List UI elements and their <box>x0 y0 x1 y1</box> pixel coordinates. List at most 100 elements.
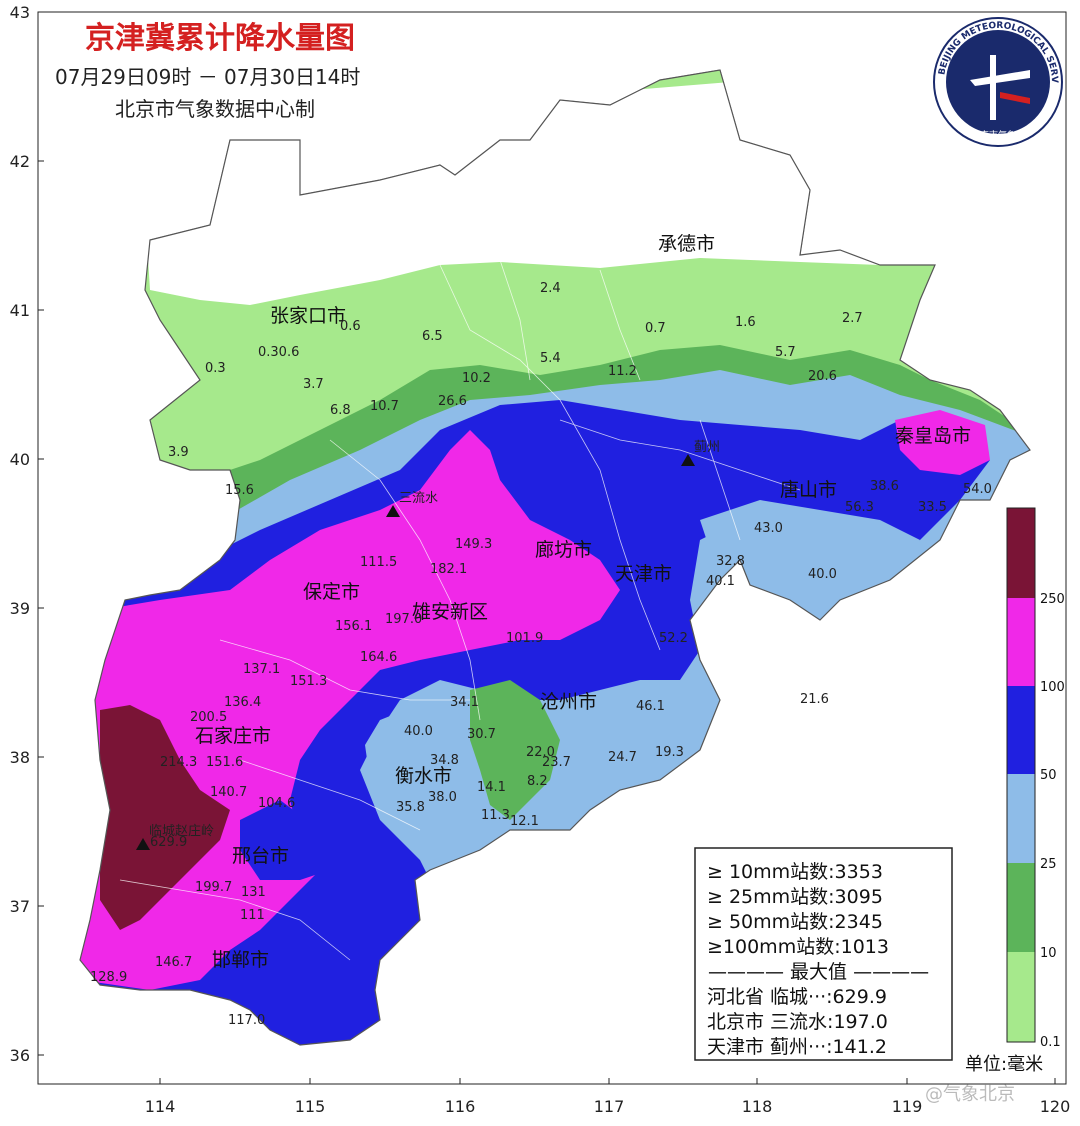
city-label: 廊坊市 <box>535 539 592 561</box>
city-label: 唐山市 <box>780 479 837 501</box>
value-label: 26.6 <box>438 394 467 409</box>
y-tick-label: 43 <box>10 3 30 22</box>
value-label: 131 <box>241 885 266 900</box>
value-label: 35.8 <box>396 800 425 815</box>
colorbar-tick-10: 10 <box>1040 946 1057 961</box>
y-tick-label: 38 <box>10 748 30 767</box>
colorbar-tick-50: 50 <box>1040 768 1057 783</box>
value-label: 8.2 <box>527 774 548 789</box>
station-marker-icon <box>681 454 695 466</box>
y-tick-label: 37 <box>10 897 30 916</box>
value-label: 5.7 <box>775 345 796 360</box>
precip-band-100-ne <box>895 410 990 475</box>
value-label: 15.6 <box>225 483 254 498</box>
value-label: 12.1 <box>510 814 539 829</box>
x-tick-label: 115 <box>295 1097 326 1116</box>
legend-row-100: ≥100mm站数:1013 <box>707 936 889 958</box>
value-label: 0.30.6 <box>258 345 299 360</box>
value-label: 111 <box>240 908 265 923</box>
value-label: 19.3 <box>655 745 684 760</box>
station-marker-icon <box>136 838 150 850</box>
value-label: 2.7 <box>842 311 863 326</box>
value-label: 3.7 <box>303 377 324 392</box>
value-label: 6.8 <box>330 403 351 418</box>
city-label: 沧州市 <box>540 691 597 713</box>
station-label: 蓟州 <box>694 440 720 455</box>
x-axis-ticks: 114 115 116 117 118 119 120 <box>145 1078 1070 1116</box>
colorbar: 250 100 50 25 10 0.1 单位:毫米 <box>965 507 1065 1075</box>
value-label: 1.6 <box>735 315 756 330</box>
value-label: 22.0 <box>526 745 555 760</box>
value-label: 136.4 <box>224 695 261 710</box>
value-label: 23.7 <box>542 755 571 770</box>
value-label: 21.6 <box>800 692 829 707</box>
value-label: 32.8 <box>716 554 745 569</box>
value-label: 24.7 <box>608 750 637 765</box>
value-label: 33.5 <box>918 500 947 515</box>
value-label: 40.0 <box>808 567 837 582</box>
value-label: 111.5 <box>360 555 397 570</box>
colorbar-tick-0: 0.1 <box>1040 1035 1061 1050</box>
station-label: 临城赵庄岭 <box>149 823 214 839</box>
city-label: 承德市 <box>658 233 715 255</box>
value-label: 3.9 <box>168 445 189 460</box>
value-labels: 2.4 0.6 6.5 0.7 1.6 2.7 0.3 0.30.6 3.7 5.4 11.2 5.7… <box>90 281 992 1028</box>
map-subtitle: 07月29日09时 － 07月30日14时 <box>55 65 360 89</box>
city-label: 秦皇岛市 <box>895 425 971 447</box>
legend-max-hebei: 河北省 临城···:629.9 <box>707 986 887 1008</box>
value-label: 164.6 <box>360 650 397 665</box>
value-label: 0.6 <box>340 319 361 334</box>
value-label: 10.2 <box>462 371 491 386</box>
value-label: 6.5 <box>422 329 443 344</box>
value-label: 40.1 <box>706 574 735 589</box>
value-label: 128.9 <box>90 970 127 985</box>
x-tick-label: 117 <box>594 1097 625 1116</box>
value-label: 2.4 <box>540 281 561 296</box>
colorbar-seg-0 <box>1007 952 1035 1042</box>
value-label: 101.9 <box>506 631 543 646</box>
y-axis-ticks: 43 42 41 40 39 38 37 36 <box>10 3 44 1065</box>
colorbar-seg-250 <box>1007 508 1035 598</box>
watermark: @气象北京 <box>925 1084 1015 1105</box>
value-label: 146.7 <box>155 955 192 970</box>
map-title: 京津冀累计降水量图 <box>85 21 355 56</box>
value-label: 156.1 <box>335 619 372 634</box>
stats-legend: ≥ 10mm站数:3353 ≥ 25mm站数:3095 ≥ 50mm站数:234… <box>694 847 953 1061</box>
city-label: 张家口市 <box>270 305 346 327</box>
value-label: 140.7 <box>210 785 247 800</box>
map-maker: 北京市气象数据中心制 <box>115 97 315 121</box>
colorbar-unit: 单位:毫米 <box>965 1054 1043 1075</box>
legend-row-25: ≥ 25mm站数:3095 <box>707 886 883 908</box>
station-label: 三流水 <box>399 491 438 506</box>
value-label: 117.0 <box>228 1013 265 1028</box>
city-label: 衡水市 <box>395 765 452 787</box>
value-label: 34.8 <box>430 753 459 768</box>
value-label: 10.7 <box>370 399 399 414</box>
value-label: 14.1 <box>477 780 506 795</box>
value-label: 30.7 <box>467 727 496 742</box>
value-label: 54.0 <box>963 482 992 497</box>
precip-band-250 <box>100 705 230 930</box>
region-outline <box>79 69 1031 1046</box>
legend-row-10: ≥ 10mm站数:3353 <box>707 861 883 883</box>
colorbar-seg-50 <box>1007 686 1035 774</box>
county-boundaries <box>119 259 801 961</box>
value-label: 199.7 <box>195 880 232 895</box>
legend-max-header: ———— 最大值 ———— <box>708 961 929 983</box>
value-label: 149.3 <box>455 537 492 552</box>
precip-band-100 <box>80 430 620 990</box>
value-label: 104.6 <box>258 796 295 811</box>
colorbar-tick-100: 100 <box>1040 680 1065 695</box>
value-label: 137.1 <box>243 662 280 677</box>
value-label: 629.9 <box>150 835 187 850</box>
y-tick-label: 41 <box>10 301 30 320</box>
x-tick-label: 114 <box>145 1097 176 1116</box>
y-tick-label: 40 <box>10 450 30 469</box>
city-label: 雄安新区 <box>412 601 488 623</box>
value-label: 214.3 <box>160 755 197 770</box>
colorbar-tick-250: 250 <box>1040 592 1065 607</box>
legend-row-50: ≥ 50mm站数:2345 <box>707 911 883 933</box>
